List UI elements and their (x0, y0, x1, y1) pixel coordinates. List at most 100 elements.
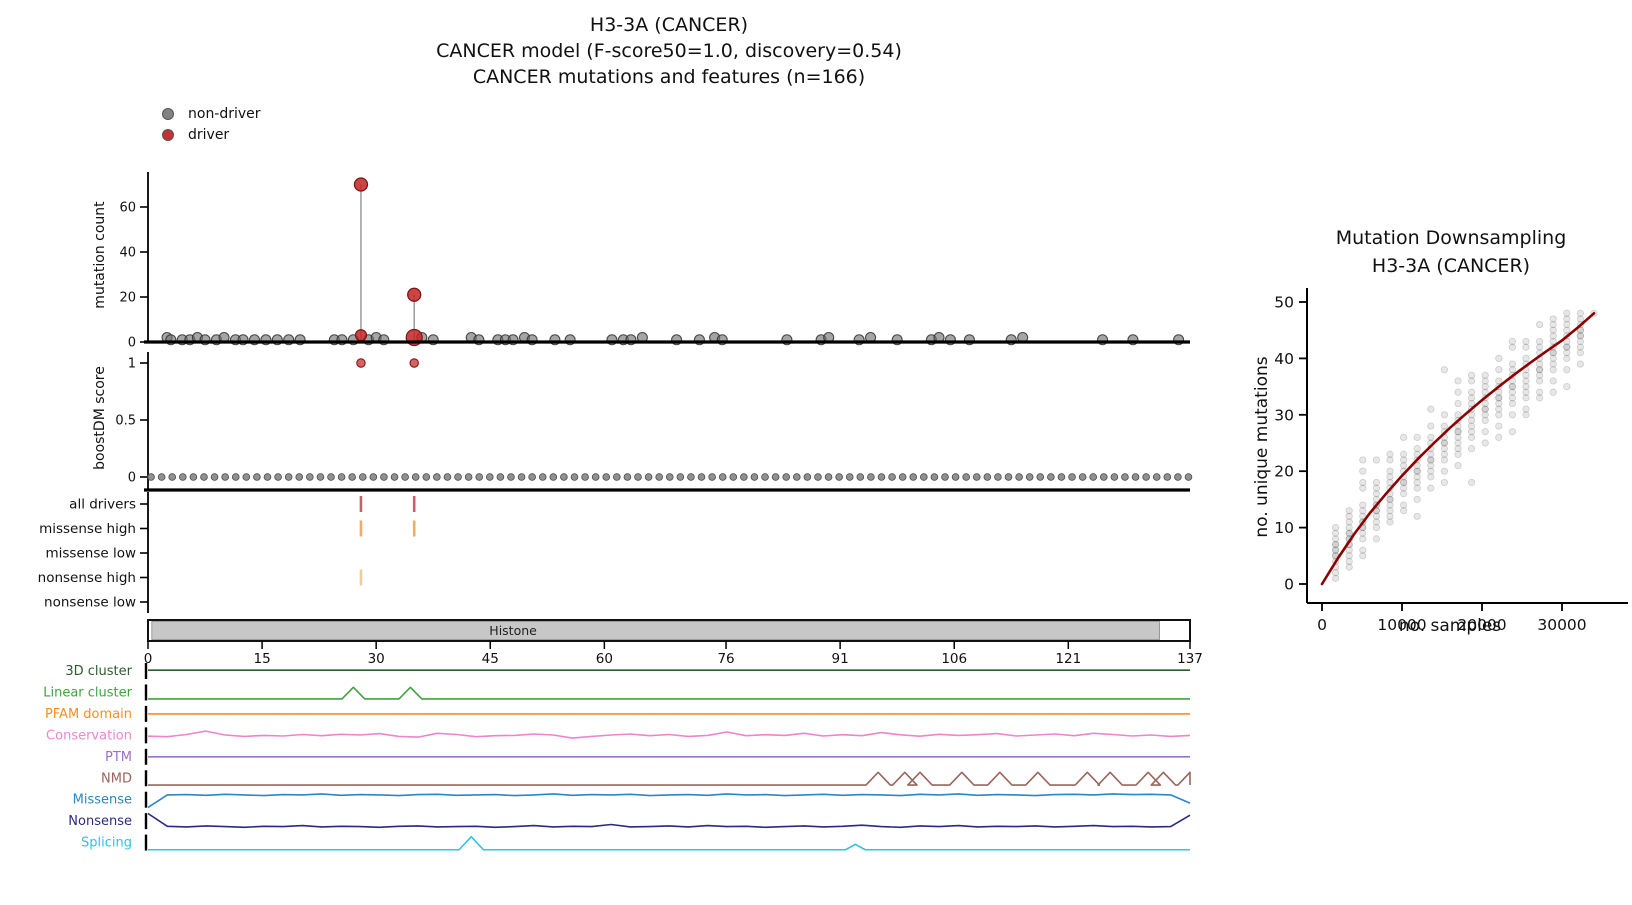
downsampling-dot (1508, 337, 1516, 346)
score-zero-dot (1036, 473, 1045, 481)
score-zero-dot (613, 473, 621, 481)
score-zero-dot (1142, 473, 1150, 481)
downsampling-dot (1440, 478, 1448, 487)
score-zero-dot (708, 473, 716, 481)
downsampling-dot (1481, 416, 1489, 425)
downsampling-dot (1522, 337, 1530, 346)
score-zero-dot (1025, 473, 1034, 481)
score-zero-dot (295, 473, 304, 481)
score-zero-dot (1184, 473, 1193, 481)
x-tick-label: 60 (596, 651, 613, 667)
downsampling-dot (1535, 320, 1544, 329)
y-tick-label: 0 (1284, 576, 1294, 594)
score-zero-dot (1068, 473, 1076, 481)
feature-line-nonsense (147, 812, 1191, 829)
score-zero-dot (401, 473, 409, 481)
downsampling-dot (1427, 405, 1435, 413)
score-zero-dot (845, 473, 854, 481)
downsampling-dot (1563, 337, 1571, 346)
y-tick-label: 40 (1274, 350, 1294, 368)
downsampling-dot (1549, 320, 1557, 329)
downsampling-dot (1372, 456, 1380, 464)
downsampling-dot (1400, 501, 1408, 509)
downsampling-dot (1535, 388, 1544, 396)
non-driver-dot-icon (162, 107, 174, 120)
downsampling-dot (1535, 366, 1544, 374)
x-tick-label: 45 (482, 651, 499, 667)
downsampling-dot (1549, 360, 1557, 368)
score-zero-dot (676, 473, 685, 481)
feature-label: PTM (105, 750, 132, 765)
score-zero-dot (792, 473, 801, 481)
track-row-label: all drivers (69, 497, 136, 513)
downsampling-dot (1522, 411, 1530, 419)
downsampling-dot (1345, 518, 1353, 526)
downsampling-dot (1522, 405, 1530, 413)
downsampling-dot (1427, 456, 1435, 464)
downsampling-dot (1468, 478, 1476, 487)
score-zero-dot (951, 473, 960, 481)
downsampling-dot (1413, 461, 1421, 470)
downsampling-dot (1359, 484, 1367, 492)
downsampling-dot (1481, 377, 1489, 385)
downsampling-dot (1508, 383, 1516, 391)
downsampling-dot (1359, 478, 1367, 487)
score-zero-dot (528, 473, 536, 481)
downsampling-dot (1535, 394, 1544, 402)
downsampling-dot (1535, 371, 1544, 379)
downsampling-dot (1576, 360, 1584, 368)
feature-line-linear-cluster (148, 686, 1190, 700)
downsampling-dot (1440, 411, 1448, 419)
downsampling-dot (1386, 495, 1394, 503)
score-zero-dot (570, 473, 579, 481)
downsampling-dot (1440, 467, 1448, 475)
downsampling-dot (1522, 383, 1530, 391)
downsampling-dot (1468, 377, 1476, 385)
track-row-label: missense low (45, 546, 136, 562)
driver-dot-icon (162, 128, 174, 141)
downsampling-dot (1549, 388, 1557, 396)
downsampling-dot (1481, 388, 1489, 396)
downsampling-dot (1481, 439, 1489, 447)
downsampling-dot (1400, 478, 1408, 487)
downsampling-dot (1563, 366, 1571, 374)
x-tick-label: 0 (1317, 616, 1327, 634)
x-tick-label: 137 (1177, 651, 1203, 667)
score-zero-dot (1047, 473, 1055, 481)
downsampling-dot (1332, 540, 1340, 549)
downsampling-dot (1332, 546, 1340, 554)
downsampling-dot (1427, 467, 1435, 475)
score-zero-dot (284, 473, 293, 481)
legend-item-non-driver: non-driver (150, 103, 261, 124)
downsampling-dot (1495, 422, 1503, 430)
feature-label: 3D cluster (65, 664, 132, 679)
downsampling-dot (1345, 563, 1353, 571)
y-tick-label: 10 (1274, 519, 1294, 537)
legend: non-driver driver (150, 103, 261, 145)
downsampling-dot (1508, 399, 1516, 408)
downsampling-dot (1549, 332, 1557, 340)
downsampling-dot (1468, 416, 1476, 425)
score-zero-dot (1078, 473, 1087, 481)
downsampling-dot (1427, 473, 1435, 481)
downsampling-dot (1413, 433, 1421, 441)
downsampling-dot (1495, 399, 1503, 408)
downsampling-dot (1454, 422, 1462, 430)
downsampling-dot (1372, 512, 1380, 520)
title-line-3: CANCER mutations and features (n=166) (472, 66, 866, 88)
downsampling-dot (1576, 309, 1584, 317)
feature-line-missense (147, 793, 1191, 809)
downsampling-dot (1468, 411, 1476, 419)
downsampling-dot (1508, 428, 1516, 436)
downsampling-dot (1481, 411, 1489, 419)
title-line-2: CANCER model (F-score50=1.0, discovery=0… (436, 40, 902, 62)
downsampling-dot (1345, 524, 1353, 532)
score-zero-dot (814, 473, 822, 481)
feature-label: NMD (101, 771, 132, 786)
downsampling-dot (1563, 349, 1571, 357)
downsampling-dot (1413, 450, 1421, 458)
score-zero-dot (1163, 473, 1172, 481)
score-zero-dot (433, 473, 441, 481)
downsampling-dot (1372, 524, 1380, 532)
downsampling-dot (1576, 332, 1584, 340)
